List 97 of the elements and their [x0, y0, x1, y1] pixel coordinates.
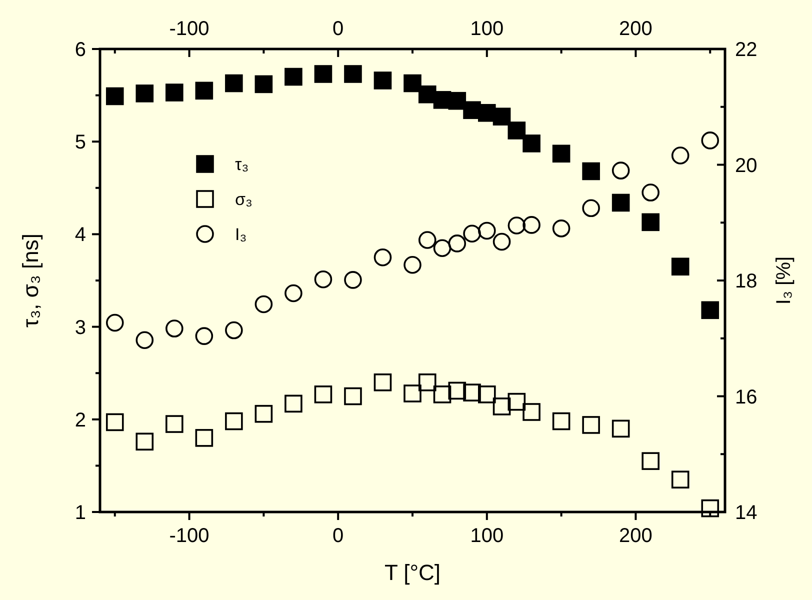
legend-label: τ₃: [235, 154, 249, 174]
point: [284, 394, 302, 413]
point: [508, 216, 526, 234]
point: [552, 412, 570, 430]
point: [642, 213, 660, 232]
point: [492, 398, 511, 416]
point: [612, 194, 630, 212]
x2-tick-label: -100: [169, 525, 210, 547]
point: [225, 412, 243, 430]
point: [522, 403, 540, 421]
point: [254, 295, 273, 314]
x2-tick-label: 100: [470, 525, 504, 547]
point: [418, 85, 436, 104]
y2-tick-label: 14: [735, 502, 758, 524]
point: [136, 432, 154, 451]
x-tick-label: 0: [332, 18, 344, 40]
x-tick-label: 200: [619, 18, 652, 40]
point: [701, 499, 720, 518]
legend-label: I₃: [235, 224, 247, 244]
point: [314, 270, 332, 288]
y-tick-label: 2: [74, 409, 86, 432]
point: [195, 327, 214, 345]
x2-tick-label: 0: [332, 525, 344, 547]
y-tick-label: 4: [74, 224, 86, 246]
y-tick-label: 3: [74, 316, 86, 339]
point: [478, 222, 496, 240]
point: [671, 258, 690, 276]
point: [522, 216, 540, 234]
y-tick-label: 5: [74, 132, 86, 154]
point: [404, 74, 422, 92]
point: [195, 429, 214, 447]
point: [612, 420, 630, 438]
point: [448, 382, 466, 400]
point: [671, 146, 690, 164]
point: [344, 65, 362, 83]
point: [344, 271, 362, 289]
y-tick-label: 6: [74, 39, 86, 61]
point: [463, 384, 481, 402]
point: [642, 184, 660, 202]
point: [404, 384, 422, 402]
point: [225, 74, 243, 92]
point: [314, 386, 332, 404]
point: [106, 413, 124, 432]
point: [225, 321, 243, 340]
point: [418, 231, 436, 249]
point: [254, 75, 273, 94]
point: [448, 234, 466, 252]
point: [701, 301, 720, 320]
legend-label: σ₃: [235, 190, 252, 209]
point: [612, 162, 630, 180]
point: [463, 224, 481, 243]
point: [136, 331, 154, 350]
point: [522, 134, 540, 152]
point: [448, 92, 466, 110]
y2-tick-label: 18: [735, 270, 758, 292]
y2-axis-title: I₃ [%]: [773, 256, 795, 305]
point: [492, 108, 511, 126]
point: [418, 373, 436, 392]
point: [374, 72, 392, 90]
point: [552, 144, 570, 163]
point: [254, 404, 273, 423]
point: [492, 232, 511, 251]
point: [433, 386, 452, 404]
point: [344, 387, 362, 406]
point: [671, 470, 690, 488]
point: [166, 84, 184, 102]
point: [314, 65, 332, 83]
point: [106, 314, 124, 332]
point: [195, 82, 214, 100]
point: [404, 256, 422, 274]
point: [106, 87, 124, 106]
y2-tick-label: 20: [735, 154, 758, 177]
point: [374, 248, 392, 266]
y2-tick-label: 16: [735, 386, 758, 408]
x2-tick-label: 200: [619, 525, 652, 547]
point: [642, 452, 660, 470]
point: [508, 122, 526, 140]
point: [284, 68, 302, 86]
point: [284, 284, 302, 302]
x-axis-title: T [°C]: [384, 560, 441, 585]
x-tick-label: 100: [470, 18, 504, 40]
point: [136, 84, 154, 102]
point: [582, 416, 600, 434]
point: [478, 386, 496, 404]
point: [374, 373, 392, 392]
point: [701, 132, 720, 150]
y-tick-label: 1: [74, 502, 86, 524]
y-axis-title: τ₃, σ₃ [ns]: [18, 234, 43, 328]
point: [433, 239, 452, 257]
point: [166, 415, 184, 433]
y2-tick-label: 22: [735, 39, 758, 61]
point: [552, 220, 570, 238]
point: [166, 320, 184, 338]
x-tick-label: -100: [169, 18, 210, 40]
point: [582, 162, 600, 180]
point: [582, 199, 600, 218]
point: [508, 392, 526, 411]
